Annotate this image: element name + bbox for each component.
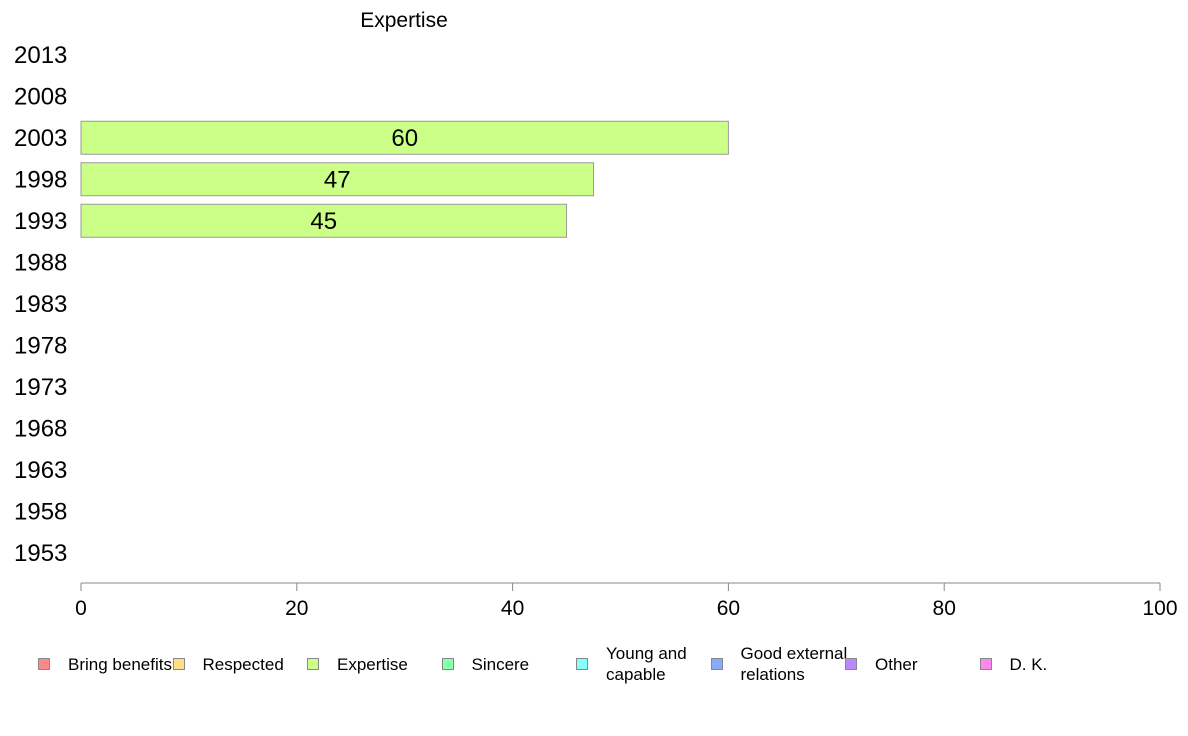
bar-chart: Expertise 60 47 45 2013 2008 2003 1998 1993 198… <box>14 9 1178 620</box>
y-tick-label: 2013 <box>14 42 67 69</box>
x-tick-label: 80 <box>933 597 956 620</box>
x-axis-ticks: 0 20 40 60 80 100 <box>75 583 1178 620</box>
legend-item: Good external relations <box>710 632 849 696</box>
x-tick-label: 20 <box>285 597 308 620</box>
legend-item: Expertise <box>307 632 445 696</box>
legend-swatch <box>576 658 588 670</box>
legend-item: Sincere <box>441 632 580 696</box>
y-tick-label: 1973 <box>14 374 67 401</box>
legend-swatch <box>441 658 454 670</box>
bar-value-label: 45 <box>310 208 337 235</box>
legend-item: Bring benefits <box>38 632 176 696</box>
y-tick-label: 1998 <box>14 166 67 193</box>
legend-label: Other <box>875 654 918 674</box>
legend-label: Expertise <box>337 654 408 674</box>
y-tick-label: 1963 <box>14 457 67 484</box>
legend-swatch <box>710 658 723 670</box>
legend-label: Bring benefits <box>68 654 172 674</box>
legend-item: Respected <box>172 632 311 696</box>
legend-label: Sincere <box>471 654 530 674</box>
legend-label: Good external relations <box>740 644 848 684</box>
y-axis-labels: 2013 2008 2003 1998 1993 1988 1983 1978 1973 1968… <box>14 42 67 567</box>
y-tick-label: 2008 <box>14 83 67 110</box>
y-tick-label: 1983 <box>14 291 67 318</box>
legend: Bring benefits Respected Expertise Sincere Y… <box>38 632 1168 702</box>
bar-value-label: 60 <box>391 125 418 152</box>
legend-swatch <box>172 658 185 670</box>
legend-item: Young and capable <box>576 632 714 696</box>
y-tick-label: 1978 <box>14 332 67 359</box>
legend-label: Respected <box>202 654 284 674</box>
y-tick-label: 1953 <box>14 540 67 567</box>
legend-item: D. K. <box>979 632 1118 696</box>
bar-value-label: 47 <box>324 166 351 193</box>
y-tick-label: 2003 <box>14 125 67 152</box>
bar <box>80 162 595 197</box>
legend-label: Young and capable <box>606 644 687 684</box>
x-tick-label: 40 <box>501 597 524 620</box>
y-tick-label: 1988 <box>14 249 67 276</box>
y-tick-label: 1958 <box>14 498 67 525</box>
y-tick-label: 1968 <box>14 415 67 442</box>
legend-swatch <box>38 658 50 670</box>
y-tick-label: 1993 <box>14 208 67 235</box>
legend-label: D. K. <box>1009 654 1048 674</box>
bar <box>80 203 568 238</box>
legend-swatch <box>307 658 319 670</box>
x-tick-label: 0 <box>75 597 87 620</box>
legend-swatch <box>979 658 992 670</box>
legend-swatch <box>845 658 857 670</box>
chart-title: Expertise <box>360 9 448 32</box>
x-tick-label: 60 <box>717 597 740 620</box>
bar <box>80 120 729 155</box>
legend-item: Other <box>845 632 983 696</box>
bars-group: 60 47 45 <box>80 120 729 238</box>
x-tick-label: 100 <box>1142 597 1177 620</box>
